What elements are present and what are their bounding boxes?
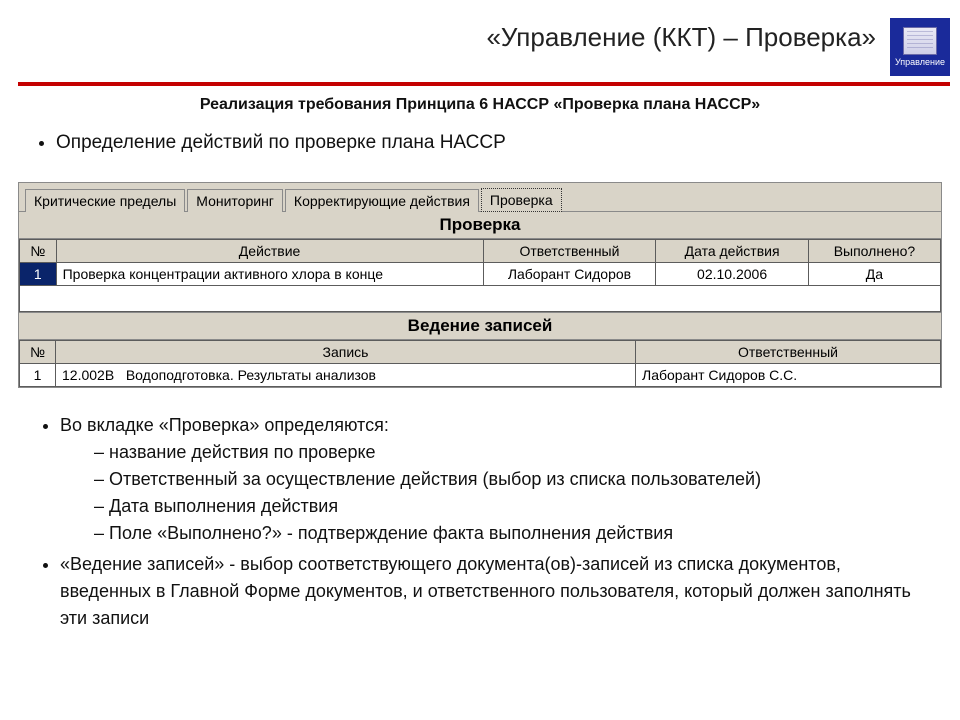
section2-title: Ведение записей xyxy=(19,312,941,340)
tab-monitoring[interactable]: Мониторинг xyxy=(187,189,283,212)
tab-strip: Критические пределы Мониторинг Корректир… xyxy=(19,183,941,211)
record-code: 12.002В xyxy=(62,367,114,383)
note-sub-2: Ответственный за осуществление действия … xyxy=(94,466,922,493)
records-table: № Запись Ответственный 1 12.002В Водопод… xyxy=(19,340,941,387)
table-header-row: № Запись Ответственный xyxy=(20,341,941,364)
record-name: Водоподготовка. Результаты анализов xyxy=(126,367,376,383)
note-bullet-2: «Ведение записей» - выбор соответствующе… xyxy=(60,551,922,632)
note-sub-1: название действия по проверке xyxy=(94,439,922,466)
subtitle: Реализация требования Принципа 6 НАССР «… xyxy=(0,96,960,114)
col-responsible-header: Ответственный xyxy=(636,341,941,364)
note-sub-4: Поле «Выполнено?» - подтверждение факта … xyxy=(94,520,922,547)
section1-title: Проверка xyxy=(19,211,941,239)
cell-record[interactable]: 12.002В Водоподготовка. Результаты анали… xyxy=(56,364,636,387)
note-sub-3: Дата выполнения действия xyxy=(94,493,922,520)
page-title: «Управление (ККТ) – Проверка» xyxy=(0,18,890,53)
tab-critical-limits[interactable]: Критические пределы xyxy=(25,189,185,212)
col-done-header: Выполнено? xyxy=(808,240,940,263)
col-record-header: Запись xyxy=(56,341,636,364)
header-rule xyxy=(18,82,950,86)
app-logo: Управление xyxy=(890,18,950,76)
tab-corrective-actions[interactable]: Корректирующие действия xyxy=(285,189,479,212)
logo-label: Управление xyxy=(895,57,945,67)
table-row[interactable]: 1 Проверка концентрации активного хлора … xyxy=(20,263,941,286)
cell-date[interactable]: 02.10.2006 xyxy=(656,263,808,286)
col-num-header: № xyxy=(20,341,56,364)
empty-row[interactable] xyxy=(20,286,941,312)
intro-list: Определение действий по проверке плана Н… xyxy=(0,132,960,154)
cell-num[interactable]: 1 xyxy=(20,263,57,286)
table-header-row: № Действие Ответственный Дата действия В… xyxy=(20,240,941,263)
notes-block: Во вкладке «Проверка» определяются: назв… xyxy=(0,412,960,632)
col-date-header: Дата действия xyxy=(656,240,808,263)
app-screenshot: Критические пределы Мониторинг Корректир… xyxy=(18,182,942,388)
note-1-text: Во вкладке «Проверка» определяются: xyxy=(60,415,389,435)
cell-responsible[interactable]: Лаборант Сидоров xyxy=(483,263,656,286)
note-bullet-1: Во вкладке «Проверка» определяются: назв… xyxy=(60,412,922,547)
cell-responsible[interactable]: Лаборант Сидоров С.С. xyxy=(636,364,941,387)
verification-table: № Действие Ответственный Дата действия В… xyxy=(19,239,941,312)
cell-action[interactable]: Проверка концентрации активного хлора в … xyxy=(56,263,483,286)
logo-icon xyxy=(903,27,937,55)
tab-verification[interactable]: Проверка xyxy=(481,188,562,212)
col-responsible-header: Ответственный xyxy=(483,240,656,263)
table-row[interactable]: 1 12.002В Водоподготовка. Результаты ана… xyxy=(20,364,941,387)
intro-bullet: Определение действий по проверке плана Н… xyxy=(56,132,960,154)
col-action-header: Действие xyxy=(56,240,483,263)
col-num-header: № xyxy=(20,240,57,263)
cell-num[interactable]: 1 xyxy=(20,364,56,387)
cell-done[interactable]: Да xyxy=(808,263,940,286)
